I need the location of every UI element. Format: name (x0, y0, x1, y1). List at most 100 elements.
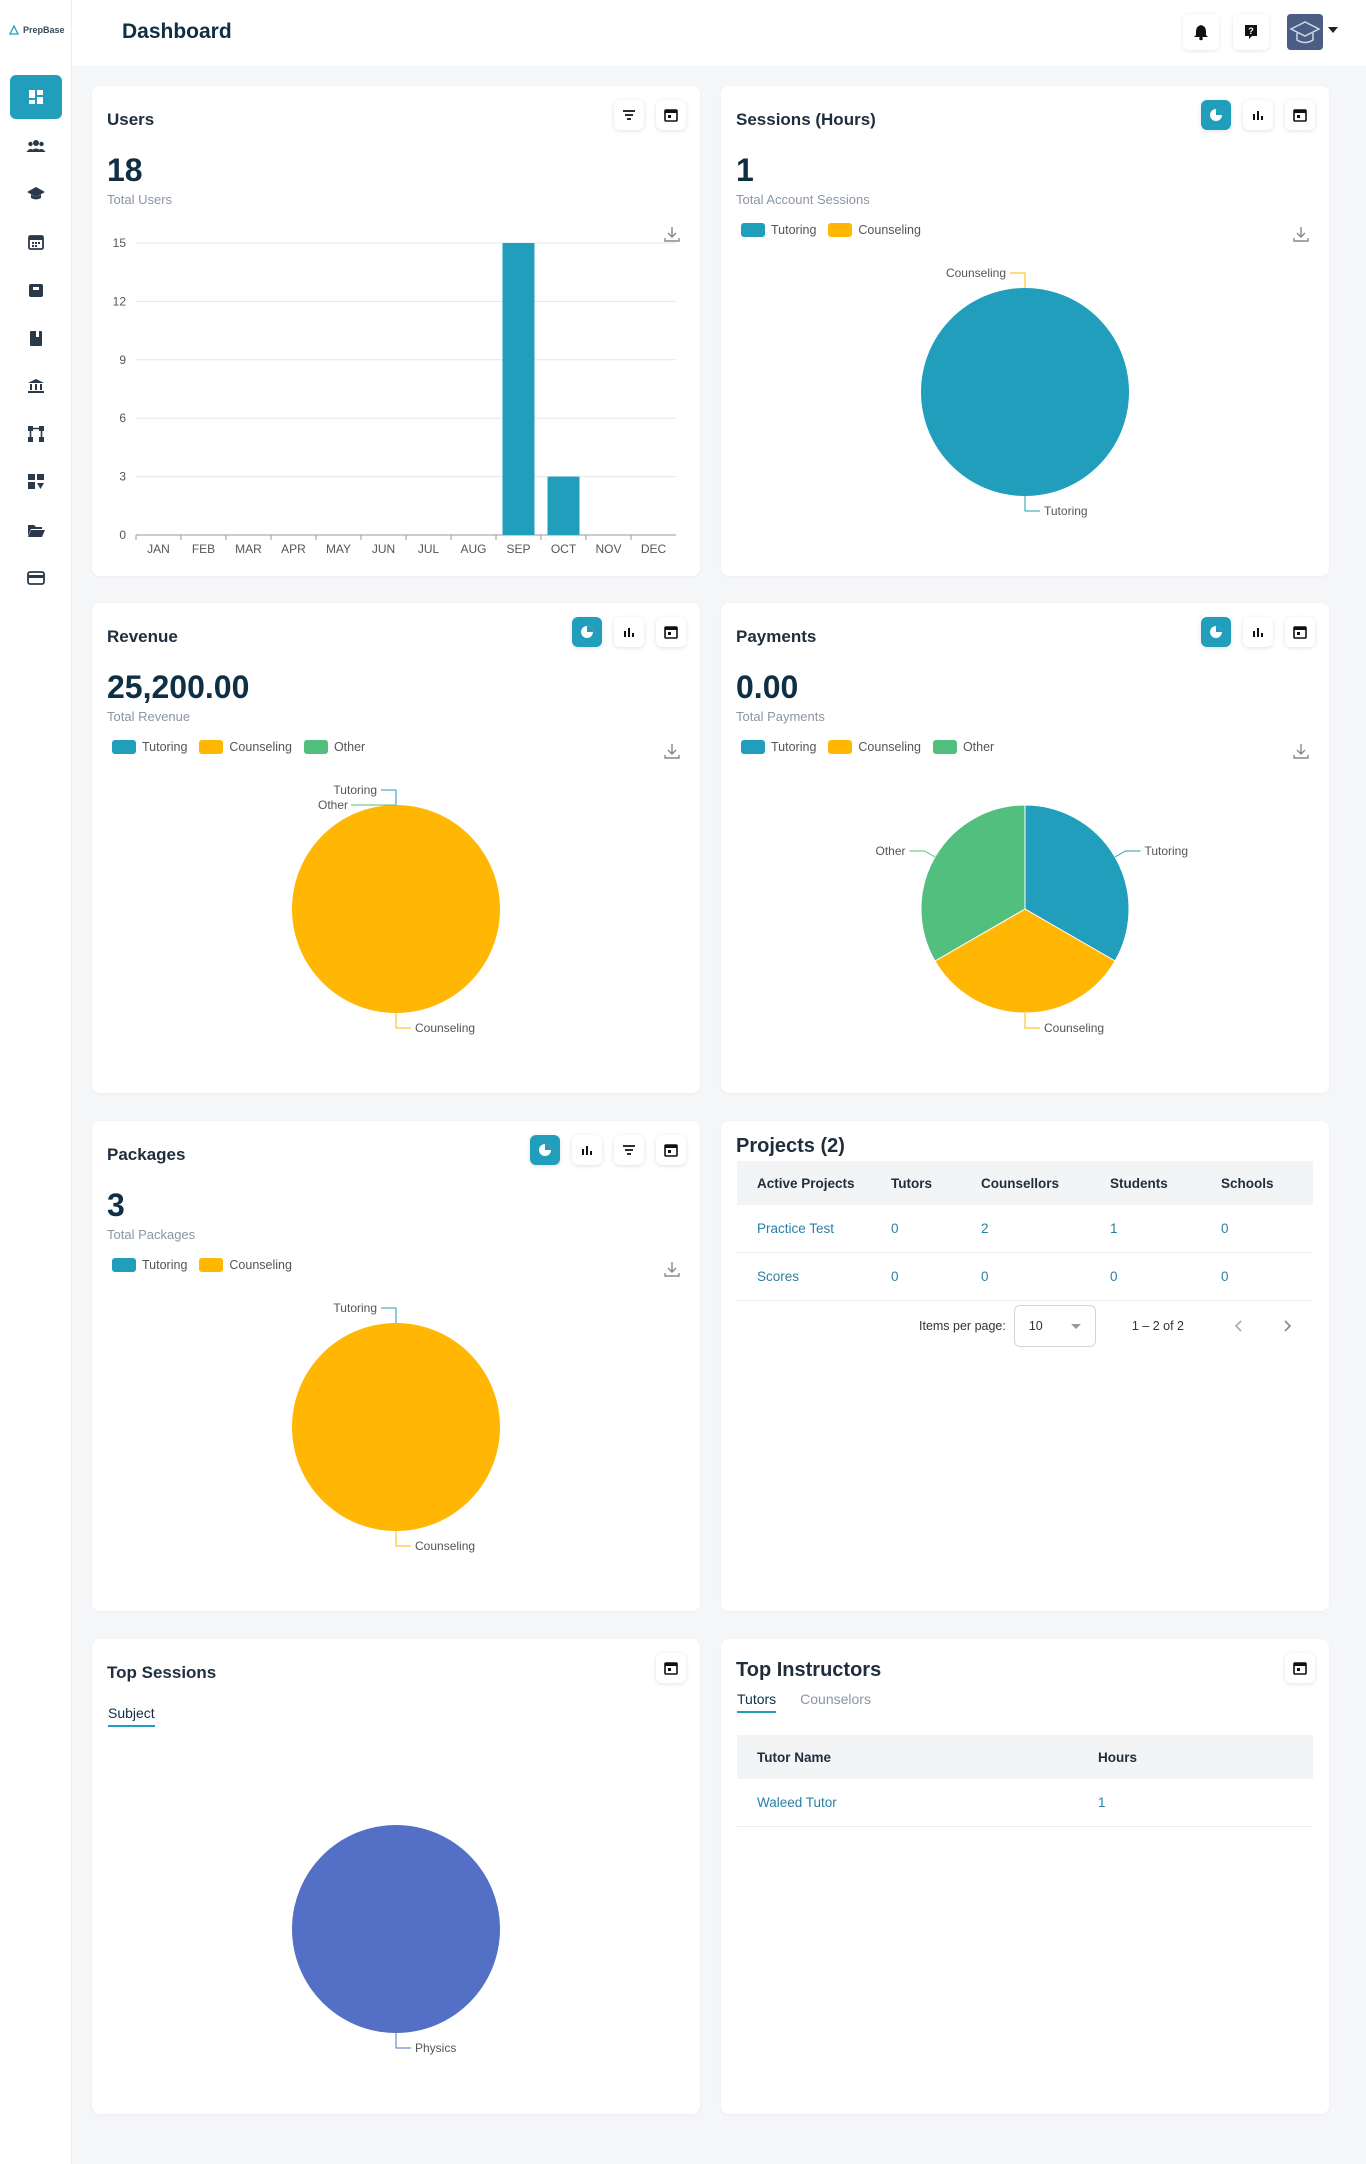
col-tutor-name[interactable]: Tutor Name (757, 1749, 832, 1765)
legend-tutoring[interactable]: Tutoring (741, 740, 816, 754)
calendar-icon (664, 1662, 678, 1675)
download-icon[interactable] (662, 1259, 682, 1279)
project-name[interactable]: Scores (757, 1269, 800, 1284)
items-per-page-select[interactable]: 10 (1013, 1305, 1096, 1347)
sessions-pie-chart: Tutoring Counseling (921, 266, 1129, 518)
legend-other[interactable]: Other (932, 740, 994, 754)
project-schools: 0 (1221, 1269, 1229, 1284)
legend-counseling[interactable]: Counseling (828, 223, 921, 237)
revenue-pie-toggle[interactable] (572, 617, 602, 647)
users-date-button[interactable] (656, 100, 686, 130)
legend-counseling[interactable]: Counseling (199, 740, 292, 754)
sidebar-item-store[interactable] (10, 268, 62, 312)
x-tick-label-feb: FEB (192, 542, 215, 556)
tab-tutors[interactable]: Tutors (737, 1691, 777, 1713)
col-counsellors[interactable]: Counsellors (981, 1175, 1060, 1191)
users-bar-chart: 0 3 6 9 12 15 JAN FEB MAR APR MAY JUN JUL AUG SEP OCT NO… (113, 236, 676, 556)
packages-bar-toggle[interactable] (572, 1135, 602, 1165)
sidebar-item-packages[interactable] (10, 460, 62, 504)
pie-leader-tutoring (381, 789, 397, 805)
pie-label-physics: Physics (415, 2041, 456, 2055)
sessions-total-label: Total Account Sessions (736, 192, 870, 207)
col-students[interactable]: Students (1110, 1175, 1168, 1191)
top-instructors-date-button[interactable] (1285, 1653, 1315, 1683)
chevron-down-icon (1070, 1324, 1081, 1329)
pie-leader-other (909, 850, 936, 858)
revenue-bar-toggle[interactable] (614, 617, 644, 647)
bank-icon (28, 379, 44, 393)
sidebar-item-billing[interactable] (10, 556, 62, 600)
download-icon[interactable] (1291, 224, 1311, 244)
col-schools[interactable]: Schools (1221, 1175, 1274, 1191)
calendar-icon (28, 235, 44, 250)
col-hours[interactable]: Hours (1098, 1749, 1138, 1765)
top-sessions-date-button[interactable] (656, 1653, 686, 1683)
packages-pie-toggle[interactable] (530, 1135, 560, 1165)
sidebar-item-calendar[interactable] (10, 220, 62, 264)
top-instructors-title: Top Instructors (736, 1659, 882, 1681)
sidebar-item-institutions[interactable] (10, 364, 62, 408)
col-active-projects[interactable]: Active Projects (757, 1175, 855, 1191)
table-row[interactable]: Practice Test 0 2 1 0 (737, 1205, 1313, 1253)
legend-tutoring[interactable]: Tutoring (112, 1258, 187, 1272)
revenue-total-label: Total Revenue (107, 709, 191, 724)
dashboard-icon (29, 90, 43, 104)
table-row[interactable]: Waleed Tutor 1 (737, 1779, 1313, 1827)
sessions-pie-toggle[interactable] (1201, 100, 1231, 130)
sidebar-item-books[interactable] (10, 316, 62, 360)
sidebar-item-users[interactable] (10, 124, 62, 168)
tab-counselors[interactable]: Counselors (800, 1691, 871, 1707)
top-sessions-card: Top Sessions Subject Physics (92, 1639, 700, 2114)
packages-filter-button[interactable] (614, 1135, 644, 1165)
legend-tutoring[interactable]: Tutoring (741, 223, 816, 237)
sidebar-item-dashboard[interactable] (10, 75, 62, 119)
payments-bar-toggle[interactable] (1243, 617, 1273, 647)
tab-subject[interactable]: Subject (108, 1705, 155, 1727)
sidebar-item-files[interactable] (10, 508, 62, 552)
packages-title: Packages (107, 1145, 186, 1164)
account-menu-caret[interactable] (1328, 27, 1338, 33)
download-icon[interactable] (662, 741, 682, 761)
x-tick-label-nov: NOV (595, 542, 621, 556)
users-filter-button[interactable] (614, 100, 644, 130)
col-tutors[interactable]: Tutors (891, 1175, 932, 1191)
app-logo[interactable]: PrepBase (8, 24, 65, 36)
packages-total-label: Total Packages (107, 1227, 196, 1242)
logo-text: PrepBase (23, 25, 65, 35)
projects-title: Projects (2) (736, 1135, 845, 1157)
page-title: Dashboard (122, 20, 232, 43)
legend-other[interactable]: Other (303, 740, 365, 754)
pie-label-tutoring: Tutoring (1144, 844, 1188, 858)
project-name[interactable]: Practice Test (757, 1221, 835, 1236)
download-icon[interactable] (1291, 741, 1311, 761)
legend-counseling[interactable]: Counseling (199, 1258, 292, 1272)
previous-page-icon[interactable] (1232, 1319, 1246, 1333)
y-tick-label: 3 (119, 470, 126, 484)
store-icon (29, 284, 43, 297)
legend-counseling[interactable]: Counseling (828, 740, 921, 754)
payments-pie-toggle[interactable] (1201, 617, 1231, 647)
payments-date-button[interactable] (1285, 617, 1315, 647)
help-button[interactable]: ? (1233, 14, 1269, 50)
next-page-icon[interactable] (1280, 1319, 1294, 1333)
user-avatar[interactable] (1287, 14, 1323, 50)
download-icon[interactable] (662, 224, 682, 244)
payments-card: Payments 0.00 Total Payments Tutoring Co… (721, 603, 1329, 1093)
sidebar-item-students[interactable] (10, 172, 62, 216)
table-row[interactable]: Scores 0 0 0 0 (737, 1253, 1313, 1301)
tutor-name[interactable]: Waleed Tutor (757, 1795, 837, 1810)
sessions-date-button[interactable] (1285, 100, 1315, 130)
sidebar-item-workflows[interactable] (10, 412, 62, 456)
top-sessions-pie-chart: Physics (292, 1825, 500, 2055)
notifications-button[interactable] (1183, 14, 1219, 50)
pie-leader-counseling (1010, 272, 1026, 288)
filter-icon (623, 1145, 635, 1155)
tutor-hours: 1 (1098, 1795, 1106, 1810)
legend-tutoring[interactable]: Tutoring (112, 740, 187, 754)
graduation-cap-icon (27, 187, 45, 200)
packages-date-button[interactable] (656, 1135, 686, 1165)
users-title: Users (107, 110, 155, 129)
revenue-date-button[interactable] (656, 617, 686, 647)
sessions-bar-toggle[interactable] (1243, 100, 1273, 130)
